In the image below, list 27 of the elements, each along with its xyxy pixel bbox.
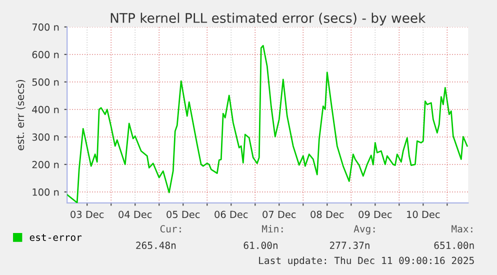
x-tick-label: 03 Dec xyxy=(70,210,104,218)
text: 651.00n xyxy=(434,242,474,250)
text: Max: xyxy=(452,225,472,233)
text: Cur: xyxy=(160,225,181,233)
y-axis-title: est. err (secs) xyxy=(16,80,26,150)
text: 277.37n xyxy=(330,242,370,250)
x-tick-label: 08 Dec xyxy=(310,210,344,218)
y-tick-label: 700 n xyxy=(32,23,59,31)
y-tick-label: 100 n xyxy=(32,188,59,196)
y-tick-label: 600 n xyxy=(32,50,59,58)
legend-label: est-error xyxy=(30,234,82,241)
text: 61.00n xyxy=(244,242,278,250)
x-tick-label: 04 Dec xyxy=(118,210,152,218)
x-tick-label: 07 Dec xyxy=(262,210,296,218)
text: 265.48n xyxy=(136,242,176,250)
x-tick-label: 05 Dec xyxy=(166,210,200,218)
chart-title: NTP kernel PLL estimated error (secs) - by week xyxy=(110,12,426,26)
x-tick-label: 06 Dec xyxy=(214,210,248,218)
x-tick-label: 10 Dec xyxy=(407,210,440,218)
y-tick-label: 400 n xyxy=(32,106,59,114)
text: Avg: xyxy=(354,225,375,234)
text: Last update: Thu Dec 11 09:00:16 2025 xyxy=(259,256,474,266)
text: Min: xyxy=(262,224,283,232)
y-tick-label: 300 n xyxy=(32,133,59,141)
x-tick-label: 09 Dec xyxy=(358,210,392,218)
y-tick-label: 500 n xyxy=(32,78,59,86)
y-tick-label: 200 n xyxy=(32,160,59,168)
